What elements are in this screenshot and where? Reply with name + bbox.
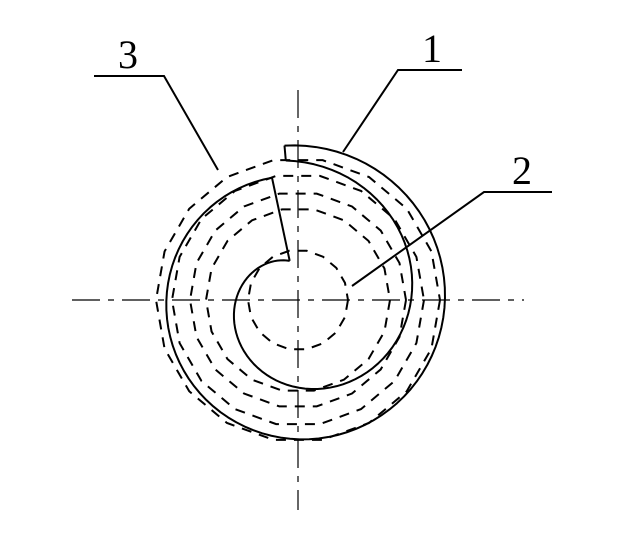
spiral-cap-start	[284, 146, 285, 161]
diagram-canvas: 1 2 3	[0, 0, 637, 542]
label-3: 3	[118, 32, 138, 77]
centerlines	[72, 90, 524, 510]
label-1: 1	[422, 26, 442, 71]
leader-l1	[343, 70, 462, 152]
spiral-cap-end	[272, 178, 290, 261]
leader-l3	[94, 76, 218, 170]
label-2: 2	[512, 148, 532, 193]
